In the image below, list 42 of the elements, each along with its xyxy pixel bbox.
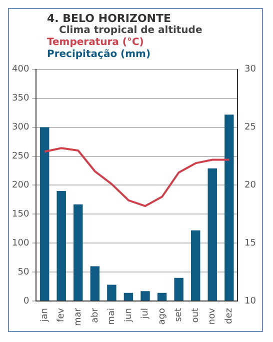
bar xyxy=(224,114,234,301)
bar xyxy=(208,168,217,301)
bar xyxy=(157,292,167,301)
x-tick-label: jun xyxy=(124,308,134,323)
bar xyxy=(74,204,83,301)
y2-tick-label: 15 xyxy=(244,238,256,248)
bar xyxy=(56,191,66,301)
x-tick-label: mar xyxy=(73,308,84,326)
y-tick-label: 200 xyxy=(12,180,30,191)
y-tick-label: 0 xyxy=(23,296,30,306)
y-tick-label: 50 xyxy=(18,267,30,278)
x-tick-label: set xyxy=(174,308,184,322)
x-tick-label: fev xyxy=(56,307,67,322)
y-tick-label: 400 xyxy=(12,64,30,75)
text: Temperatura (°C) xyxy=(47,37,145,49)
y-tick-label: 150 xyxy=(12,210,30,220)
x-tick-label: nov xyxy=(208,307,218,325)
bar xyxy=(140,291,150,301)
bar xyxy=(40,127,50,301)
x-tick-label: out xyxy=(190,308,201,323)
x-tick-label: mai xyxy=(107,308,118,325)
y-tick-label: 350 xyxy=(12,94,30,104)
bar xyxy=(174,278,184,301)
chart-subtitle: Clima tropical de altitude xyxy=(58,25,204,37)
chart-title: 4. BELO HORIZONTE xyxy=(47,12,172,25)
x-tick-label: jan xyxy=(40,308,50,323)
bar xyxy=(90,266,100,301)
bar xyxy=(124,292,134,301)
y2-tick-label: 30 xyxy=(244,64,256,75)
x-tick-label: ago xyxy=(157,308,168,325)
y-tick-label: 100 xyxy=(12,238,30,248)
y2-tick-label: 25 xyxy=(244,122,256,133)
x-tick-label: dez xyxy=(224,308,234,324)
y-tick-label: 300 xyxy=(12,122,30,133)
y2-tick-label: 10 xyxy=(244,296,256,306)
y2-tick-label: 20 xyxy=(244,180,256,191)
bar xyxy=(190,230,200,301)
x-tick-label: abr xyxy=(90,308,100,323)
x-tick-label: jul xyxy=(140,308,151,320)
bar xyxy=(107,284,116,301)
y-tick-label: 250 xyxy=(12,152,30,162)
text: Precipitação (mm) xyxy=(47,49,152,61)
